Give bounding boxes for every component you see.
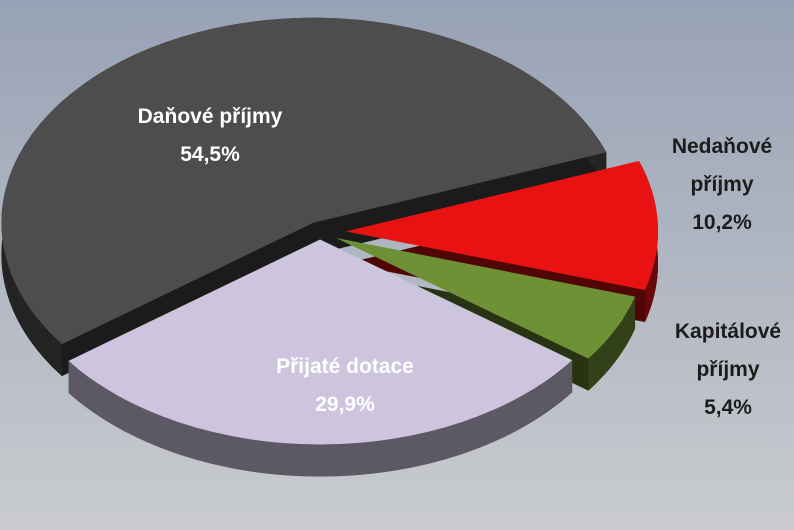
category-name: Kapitálové příjmy [674,320,782,381]
value-label: 54,5% [180,143,240,166]
category-name: Nedaňové příjmy [671,135,773,196]
slice-label: Daňové příjmy 54,5% [80,98,340,174]
slice-side [68,360,573,477]
value-label: 5,4% [704,396,752,419]
slice-label: Přijaté dotace 29,9% [215,348,475,424]
value-label: 29,9% [315,393,375,416]
category-name: Přijaté dotace [276,355,414,378]
value-label: 10,2% [692,211,752,234]
slice [345,160,658,291]
slice [68,239,573,445]
slice-label: Nedaňové příjmy 10,2% [662,128,782,242]
slice [1,17,607,345]
slice [336,237,636,359]
category-name: Daňové příjmy [137,105,283,128]
slice-side [588,296,636,391]
slice-label: Kapitálové příjmy 5,4% [663,313,793,427]
